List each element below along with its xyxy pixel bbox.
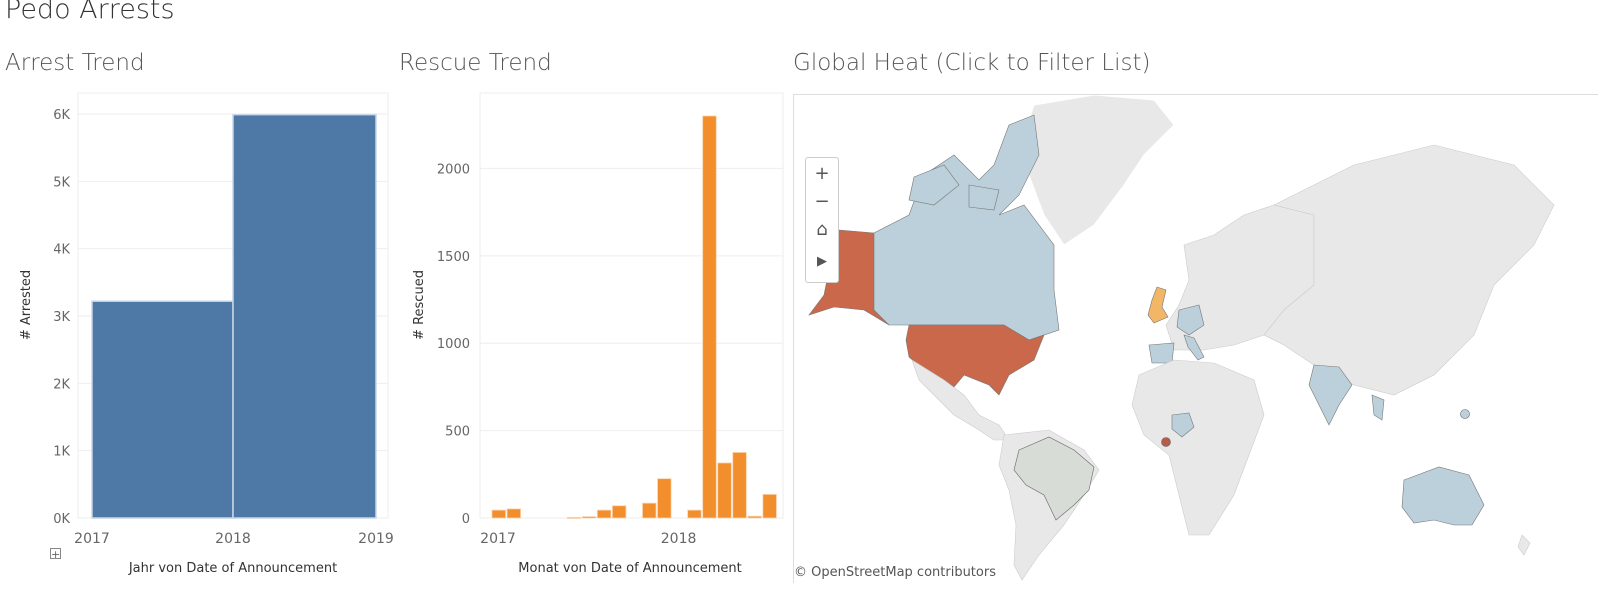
india-shape[interactable]: [1308, 364, 1353, 426]
rescue-trend-title: Rescue Trend: [399, 50, 552, 76]
map-attribution: © OpenStreetMap contributors: [794, 565, 996, 580]
rescue-y-tick: 500: [445, 425, 470, 440]
brazil-shape[interactable]: [1013, 436, 1095, 521]
zoom-out-button[interactable]: −: [814, 191, 830, 212]
canada-islands-shape[interactable]: [908, 164, 1000, 211]
nigeria-shape[interactable]: [1171, 412, 1195, 438]
arrest-y-tick: 0K: [53, 512, 70, 527]
rescue-bar[interactable]: [566, 517, 582, 519]
rescue-bar[interactable]: [611, 505, 627, 519]
new-zealand-shape[interactable]: [1517, 534, 1531, 556]
arrest-y-axis-title: # Arrested: [19, 270, 34, 340]
arrest-trend-title: Arrest Trend: [5, 50, 145, 76]
rescue-bar[interactable]: [642, 502, 657, 519]
rescue-y-tick: 1500: [437, 250, 470, 265]
africa-shape[interactable]: [1131, 359, 1265, 536]
rescue-bar[interactable]: [732, 452, 747, 519]
rescue-x-tick: 2017: [480, 531, 516, 547]
expand-tools-icon[interactable]: ▶: [817, 254, 827, 269]
rescue-bar[interactable]: [581, 516, 597, 519]
arrest-y-tick: 1K: [53, 445, 70, 460]
rescue-bar[interactable]: [657, 478, 672, 519]
map-title: Global Heat (Click to Filter List): [793, 50, 1151, 76]
rescue-bar[interactable]: [491, 509, 506, 519]
arrest-y-tick: 4K: [53, 243, 70, 258]
rescue-plot-area: [479, 92, 784, 519]
arrest-x-tick: 2017: [74, 531, 110, 547]
spain-shape[interactable]: [1148, 342, 1175, 364]
rescue-bar[interactable]: [702, 115, 717, 519]
arrest-x-tick: 2018: [215, 531, 251, 547]
rescue-bar[interactable]: [747, 515, 762, 519]
rescue-y-axis-title: # Rescued: [412, 270, 427, 340]
map-marker-pacific[interactable]: [1460, 409, 1470, 419]
arrest-y-tick: 6K: [53, 108, 70, 123]
greenland-shape[interactable]: [1023, 95, 1175, 246]
rescue-bar[interactable]: [717, 462, 732, 519]
arrest-bar-2018[interactable]: [232, 113, 377, 519]
home-icon[interactable]: ⌂: [816, 219, 828, 240]
australia-shape[interactable]: [1401, 466, 1485, 526]
rescue-x-tick: 2018: [661, 531, 697, 547]
arrest-y-tick: 3K: [53, 310, 70, 325]
rescue-y-tick: 0: [462, 512, 470, 527]
canada-shape[interactable]: [873, 114, 1060, 341]
rescue-bar[interactable]: [762, 494, 777, 519]
zoom-in-button[interactable]: +: [814, 163, 830, 184]
expand-icon[interactable]: +: [50, 548, 61, 561]
global-heat-map[interactable]: + − ⌂ ▶ © OpenStreetMap contributors: [793, 94, 1598, 583]
rescue-trend-chart[interactable]: 0 500 1000 1500 2000 2017 2018 Monat von Date o…: [395, 88, 790, 588]
rescue-bar[interactable]: [687, 509, 702, 519]
arrest-x-axis-title: Jahr von Date of Announcement: [128, 561, 337, 576]
arrest-x-tick: 2019: [358, 531, 394, 547]
italy-shape[interactable]: [1183, 334, 1205, 361]
rescue-y-tick: 1000: [437, 337, 470, 352]
arrest-bar-2017[interactable]: [91, 300, 234, 519]
uk-shape[interactable]: [1147, 286, 1169, 324]
map-marker-gulf[interactable]: [1161, 437, 1171, 447]
central-europe-shape[interactable]: [1176, 304, 1205, 336]
dashboard-title: Pedo Arrests: [5, 0, 175, 25]
rescue-y-tick: 2000: [437, 162, 470, 177]
southeast-asia-shape[interactable]: [1371, 394, 1385, 421]
arrest-y-tick: 5K: [53, 175, 70, 190]
rescue-bar[interactable]: [506, 508, 522, 519]
mexico-shape[interactable]: [911, 359, 1010, 441]
map-controls: + − ⌂ ▶: [805, 157, 839, 283]
world-map[interactable]: [794, 95, 1598, 583]
asia-shape[interactable]: [1263, 144, 1555, 396]
arrest-trend-chart[interactable]: 0K 1K 2K 3K 4K 5K 6K 2017 2018 2019 Jahr von Date …: [0, 88, 395, 588]
rescue-x-axis-title: Monat von Date of Announcement: [518, 561, 741, 576]
arrest-y-tick: 2K: [53, 377, 70, 392]
rescue-bar[interactable]: [596, 509, 612, 519]
